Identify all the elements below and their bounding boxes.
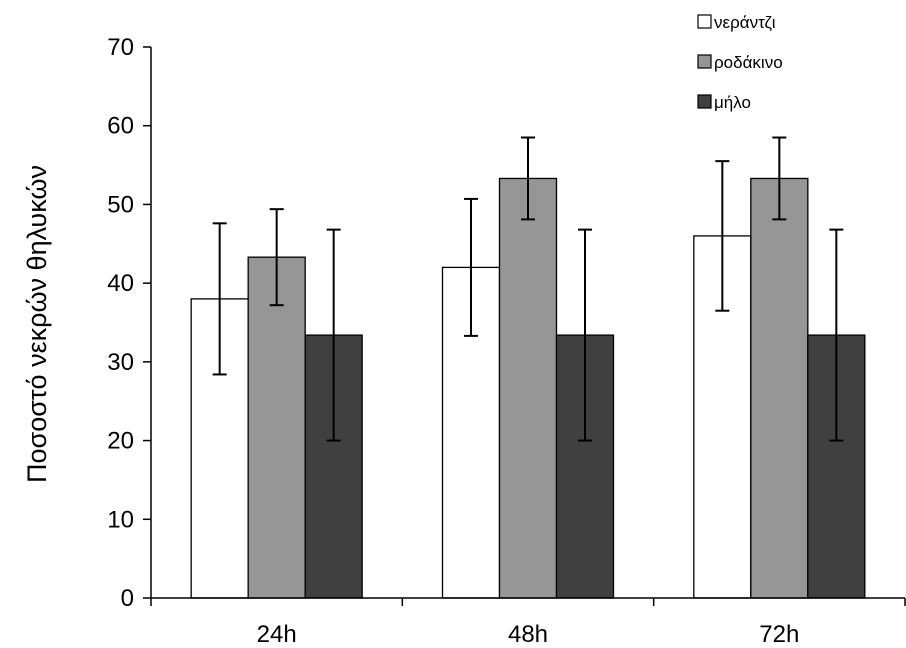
y-tick-label-70: 70	[107, 34, 134, 61]
legend-swatch-νεράντζι	[697, 14, 712, 29]
y-tick-label-0: 0	[121, 585, 134, 612]
bar-ροδάκινο-48h	[498, 177, 558, 599]
legend-swatch-ροδάκινο	[697, 54, 712, 69]
bar-ροδάκινο-24h	[247, 256, 306, 599]
y-tick-label-30: 30	[107, 349, 134, 376]
y-tick-label-10: 10	[107, 506, 134, 533]
legend: νεράντζι ροδάκινο μήλο	[697, 13, 783, 112]
y-tick-label-40: 40	[107, 270, 134, 297]
y-tick-label-20: 20	[107, 428, 134, 455]
y-axis-label: Ποσοστό νεκρών θηλυκών	[22, 165, 52, 483]
legend-swatch-μήλο	[697, 94, 712, 109]
x-category-label-24h: 24h	[257, 621, 297, 648]
y-tick-label-60: 60	[107, 113, 134, 140]
x-category-label-48h: 48h	[508, 621, 548, 648]
bars-layer	[190, 177, 866, 599]
bar-ροδάκινο-72h	[750, 177, 809, 599]
error-bars-layer	[212, 136, 844, 442]
x-category-label-72h: 72h	[759, 621, 799, 648]
legend-label-ροδάκινο: ροδάκινο	[714, 53, 783, 72]
y-tick-label-50: 50	[107, 191, 134, 218]
legend-label-νεράντζι: νεράντζι	[714, 13, 776, 32]
legend-label-μήλο: μήλο	[714, 93, 751, 112]
axes-layer: 0 10 20 30 40 50 60 70 24h 48h 72h	[107, 34, 906, 648]
